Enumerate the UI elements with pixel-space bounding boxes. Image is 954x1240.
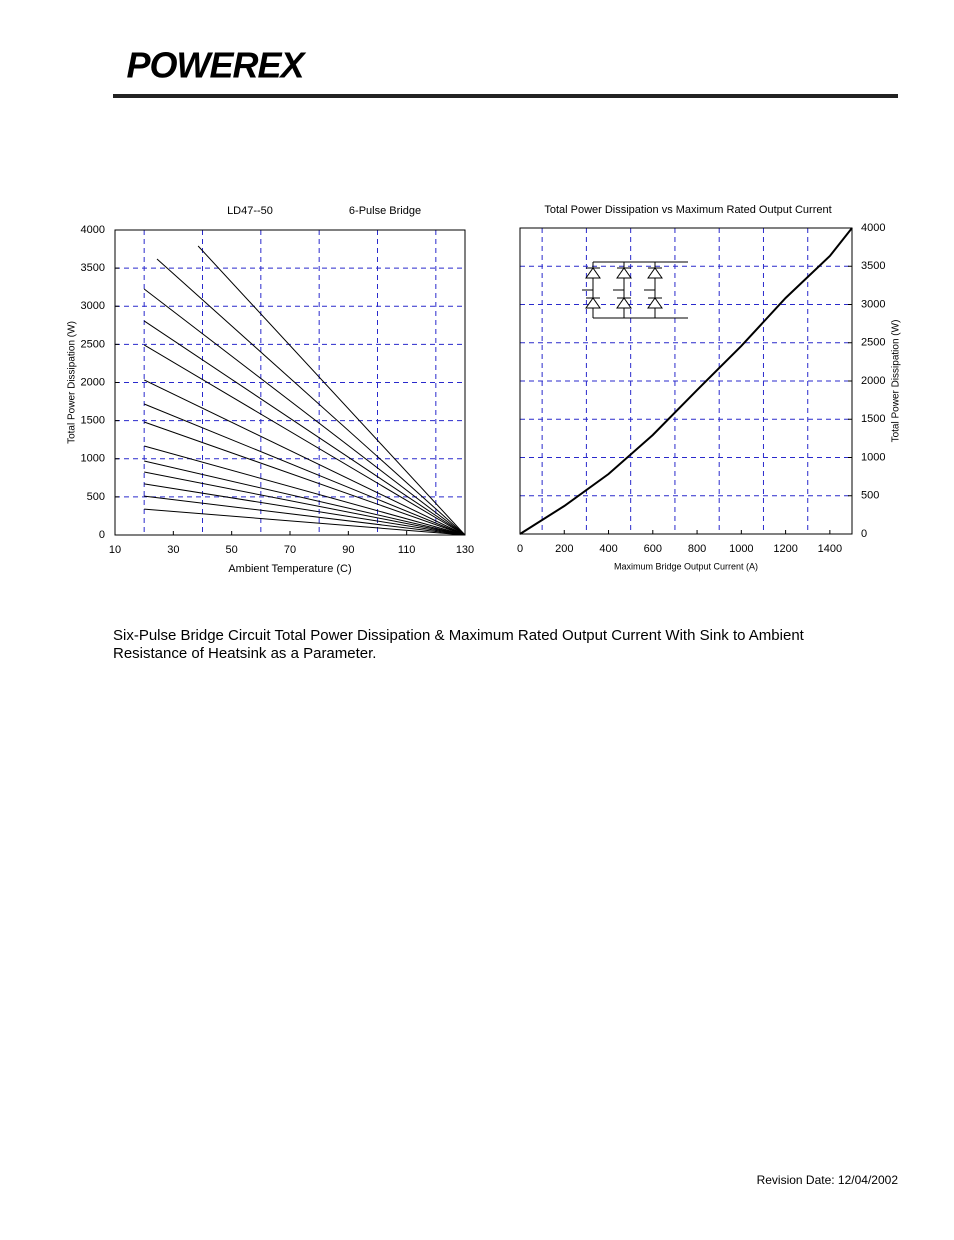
chart-title: LD47--50 [227,205,273,217]
series-line [143,320,466,536]
x-tick-label: 90 [342,544,354,556]
y-tick-label: 1000 [81,453,105,465]
x-tick-label: 800 [688,543,706,555]
y-tick-label: 2000 [861,375,885,387]
x-tick-label: 110 [398,544,416,556]
series-line [144,508,466,536]
y-tick-label: 500 [861,490,879,502]
y-tick-label: 1500 [861,413,885,425]
x-tick-label: 10 [109,544,121,556]
x-tick-label: 600 [644,543,662,555]
x-axis-label: Ambient Temperature (C) [228,563,351,575]
y-tick-label: 3500 [861,260,885,272]
revision-date: Revision Date: 12/04/2002 [756,1173,898,1187]
x-tick-label: 130 [456,544,474,556]
y-tick-label: 3000 [861,298,885,310]
y-tick-label: 3000 [81,300,105,312]
y-tick-label: 0 [99,529,105,541]
x-tick-label: 1200 [773,543,797,555]
series-line [144,460,466,536]
chart-title: Total Power Dissipation vs Maximum Rated… [544,204,831,216]
header-rule [113,94,898,98]
x-tick-label: 70 [284,544,296,556]
logo: POWEREX [126,45,306,86]
y-axis-label: Total Power Dissipation (W) [67,321,78,444]
x-axis-label: Maximum Bridge Output Current (A) [614,561,758,571]
y-tick-label: 1000 [861,451,885,463]
x-tick-label: 0 [517,543,523,555]
y-tick-label: 4000 [81,224,105,236]
y-tick-label: 3500 [81,262,105,274]
x-tick-label: 1000 [729,543,753,555]
series-line [519,227,853,535]
series-line [143,288,466,536]
y-tick-label: 4000 [861,222,885,234]
series-line [144,495,466,536]
y-axis-label: Total Power Dissipation (W) [891,320,902,443]
series-line [156,258,466,536]
series-line [144,445,466,536]
y-tick-label: 2500 [81,338,105,350]
y-tick-label: 2500 [861,337,885,349]
y-tick-label: 0 [861,528,867,540]
series-line [144,471,466,536]
y-tick-label: 2000 [81,376,105,388]
x-tick-label: 200 [555,543,573,555]
x-tick-label: 30 [167,544,179,556]
y-tick-label: 500 [87,491,105,503]
bridge-circuit-diagram [582,261,688,319]
x-tick-label: 50 [226,544,238,556]
caption: Six-Pulse Bridge Circuit Total Power Dis… [113,627,804,662]
series-line [143,379,466,536]
series-line [144,483,466,536]
x-tick-label: 400 [599,543,617,555]
x-tick-label: 1400 [818,543,842,555]
series-line [143,403,466,536]
series-line [144,421,466,536]
chart-subtitle: 6-Pulse Bridge [349,205,421,217]
series-line [197,245,466,536]
y-tick-label: 1500 [81,415,105,427]
series-line [143,344,466,536]
